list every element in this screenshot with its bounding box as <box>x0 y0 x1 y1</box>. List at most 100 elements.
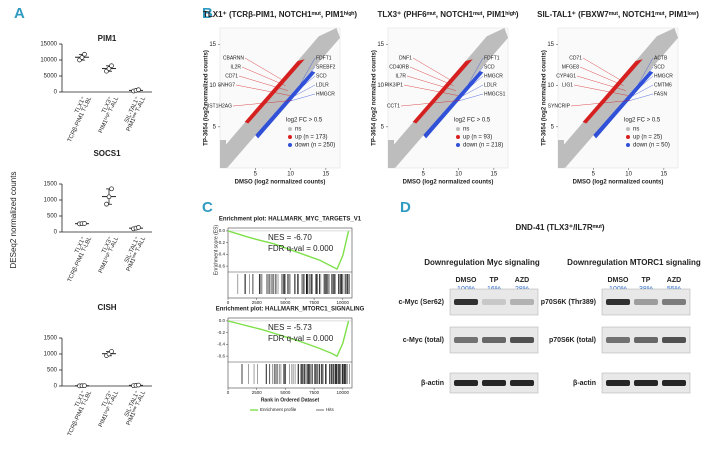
ns-cloud <box>558 140 564 168</box>
y-tick-label: 5000 <box>44 74 58 80</box>
leader <box>403 84 458 96</box>
y-tick-label: -0.6 <box>217 353 225 358</box>
gene-label: HMGCR <box>484 73 503 79</box>
leader <box>238 75 288 91</box>
x-tick-label: 5000 <box>280 300 291 305</box>
x-tick-label: 0 <box>227 390 230 395</box>
panel-label: C <box>202 199 213 216</box>
x-tick-label: 15 <box>491 172 498 178</box>
y-tick-label: 1000 <box>44 198 58 204</box>
up-cloud <box>582 59 643 124</box>
y-tick-label: 15 <box>209 42 216 48</box>
row-label: c-Myc (total) <box>403 337 444 344</box>
plot-title: PIM1 <box>98 34 117 43</box>
leader <box>291 75 316 96</box>
x-tick-label: 5 <box>592 172 596 178</box>
x-tick-label: 5000 <box>280 390 291 395</box>
leader <box>632 66 654 93</box>
legend-swatch <box>456 143 460 147</box>
legend-swatch <box>288 127 292 131</box>
ns-cloud <box>558 28 678 168</box>
panel-label: D <box>400 199 411 216</box>
gene-label: CD71 <box>225 73 238 79</box>
enrichment-curve <box>227 230 350 271</box>
data-point <box>109 186 114 192</box>
plot-title: Enrichment plot: HALLMARK_MYC_TARGETS_V1 <box>219 217 362 223</box>
leader <box>406 75 456 91</box>
leader <box>294 66 316 93</box>
y-tick-label: -0.4 <box>217 342 225 347</box>
fdr: FDR q-val = 0.000 <box>268 244 334 253</box>
gene-label: MFGE8 <box>562 64 579 70</box>
data-point <box>109 349 114 354</box>
band <box>634 299 658 305</box>
gene-label: SCD <box>316 73 327 79</box>
x-axis-label: DMSO (log2 normalized counts) <box>573 180 664 186</box>
gene-label: LDLR <box>484 82 497 88</box>
data-point <box>136 225 141 230</box>
data-point <box>82 221 87 226</box>
legend-swatch <box>288 135 292 139</box>
y-tick-label: 15 <box>547 42 554 48</box>
band <box>482 380 506 386</box>
data-point <box>82 383 87 389</box>
data-point <box>109 63 114 69</box>
leader <box>629 75 654 96</box>
lane-label: AZD <box>515 277 529 284</box>
lane-label: DMSO <box>608 277 630 284</box>
legend-title: log2 FC > 0.5 <box>286 118 323 124</box>
y-tick-label: 1500 <box>44 336 58 342</box>
legend-entry: Enrichment profile <box>260 407 297 412</box>
gene-label: CBARNN <box>223 55 245 61</box>
y-axis-label: TP-3654 (log2 normalized counts) <box>204 50 210 146</box>
blot-subtitle: Downregulation MTORC1 signaling <box>567 258 701 267</box>
data-point <box>82 51 87 57</box>
leader <box>579 66 624 86</box>
x-tick-label: 2500 <box>252 300 263 305</box>
leader <box>635 57 654 90</box>
plot-title: TLX1⁺ (TCRβ-PIM1, NOTCH1ᵐᵘᵗ, PIM1ʰⁱᵍʰ) <box>203 9 357 19</box>
gene-label: FDFT1 <box>316 55 332 61</box>
x-tick-label: 5 <box>422 172 426 178</box>
legend-swatch <box>456 135 460 139</box>
band <box>454 337 478 343</box>
legend-entry: down (n = 218) <box>463 143 503 149</box>
gene-label: LIG1 <box>562 82 573 88</box>
leader <box>286 93 316 103</box>
y-tick-label: 0.0 <box>219 318 226 323</box>
legend-swatch <box>288 143 292 147</box>
ns-cloud <box>220 28 340 168</box>
row-label: c-Myc (Ser62) <box>398 299 444 306</box>
x-tick-label: 2500 <box>252 390 263 395</box>
legend-swatch <box>626 127 630 131</box>
y-tick-label: 0 <box>54 384 58 390</box>
lane-label: TP <box>642 277 651 284</box>
gene-label: CD40RB <box>389 64 409 70</box>
gene-label: SYNCRIP <box>548 103 571 109</box>
gene-label: IL7R <box>395 73 406 79</box>
band <box>606 337 630 343</box>
row-label: β-actin <box>573 380 596 387</box>
data-point <box>136 382 141 388</box>
y-axis-label: TP-3654 (log2 normalized counts) <box>372 50 378 146</box>
data-point <box>136 87 141 93</box>
gene-label: CD71 <box>569 55 582 61</box>
panel-label: A <box>14 5 25 22</box>
legend-entry: ns <box>463 127 469 133</box>
legend-swatch <box>456 127 460 131</box>
legend-entry: down (n = 50) <box>633 143 670 149</box>
x-axis-label: DMSO (log2 normalized counts) <box>235 180 326 186</box>
y-tick-label: 0.0 <box>219 228 226 233</box>
data-point <box>106 66 112 71</box>
y-tick-label: 0 <box>54 90 58 96</box>
row-label: p70S6K (total) <box>549 337 596 344</box>
x-tick-label: 10 <box>455 172 462 178</box>
y-tick-label: 500 <box>47 214 58 220</box>
band <box>482 299 506 305</box>
y-tick-label: 5 <box>213 124 217 130</box>
gene-label: FDFT1 <box>484 55 500 61</box>
y-axis-label: TP-3654 (log2 normalized counts) <box>542 50 548 146</box>
band <box>662 299 686 305</box>
down-cloud <box>255 70 316 139</box>
